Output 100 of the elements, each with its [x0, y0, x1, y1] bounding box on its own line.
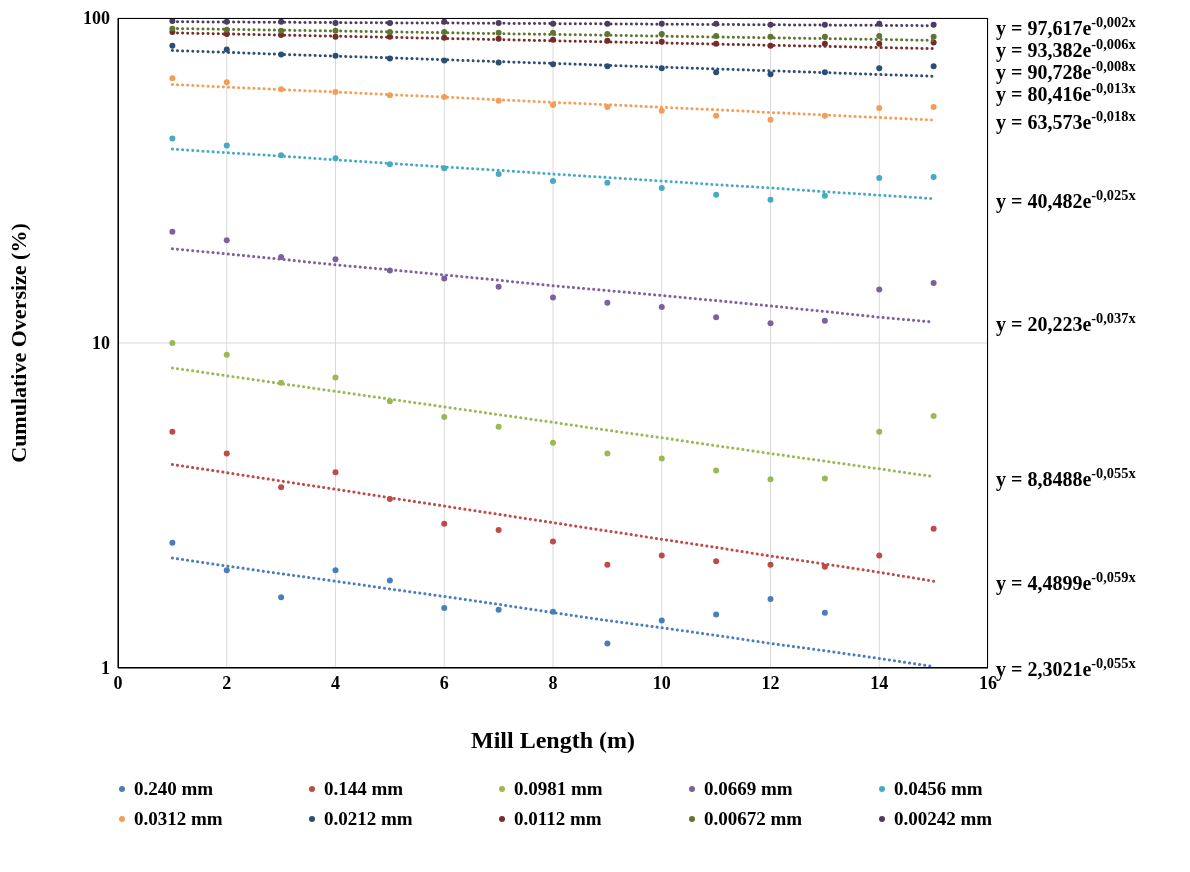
legend-label: 0.240 mm	[134, 778, 214, 799]
point	[223, 237, 230, 244]
point	[821, 40, 828, 47]
point	[550, 294, 556, 301]
point	[604, 179, 611, 186]
point	[713, 69, 720, 76]
x-tick-label: 2	[222, 672, 232, 693]
point	[658, 38, 665, 45]
point	[658, 107, 665, 114]
point	[930, 413, 937, 420]
legend-label: 0.0456 mm	[894, 778, 983, 799]
point	[223, 351, 230, 358]
x-axis-title: Mill Length (m)	[471, 727, 635, 753]
point	[658, 552, 665, 559]
point	[821, 609, 828, 616]
point	[767, 71, 774, 78]
point	[821, 475, 828, 482]
point	[495, 171, 502, 178]
point	[930, 525, 937, 532]
point	[767, 476, 774, 483]
point	[604, 561, 611, 568]
point	[930, 279, 937, 286]
point	[821, 192, 828, 199]
point	[169, 428, 176, 435]
point	[441, 520, 448, 527]
point	[658, 184, 665, 191]
point	[441, 604, 448, 611]
point	[386, 577, 393, 584]
point	[713, 314, 720, 321]
x-tick-label: 0	[113, 672, 123, 693]
point	[767, 320, 774, 327]
x-tick-label: 12	[761, 672, 780, 693]
point	[930, 63, 937, 70]
point	[767, 561, 774, 568]
point	[332, 256, 339, 263]
point	[495, 423, 502, 430]
point	[876, 65, 883, 72]
point	[223, 79, 230, 86]
x-tick-label: 10	[652, 672, 671, 693]
point	[441, 275, 448, 282]
point	[223, 567, 230, 574]
point	[767, 116, 774, 123]
text: y = 40,482e$^{-0,025x}$	[996, 186, 1136, 212]
point	[713, 191, 720, 198]
point	[713, 112, 720, 119]
x-tick-label: 6	[439, 672, 449, 693]
legend-label: 0.0669 mm	[704, 778, 793, 799]
point	[821, 317, 828, 324]
x-tick-label: 14	[870, 672, 889, 693]
point	[876, 104, 883, 111]
point	[713, 32, 720, 39]
y-axis-title: Cumulative Oversize (%)	[5, 223, 31, 463]
legend-label: 0.0312 mm	[134, 808, 223, 829]
legend-label: 0.00242 mm	[894, 808, 993, 829]
point	[767, 596, 774, 603]
point	[713, 558, 720, 565]
point	[930, 104, 937, 111]
point	[876, 428, 883, 435]
point	[930, 33, 937, 40]
point	[713, 611, 720, 618]
point	[550, 439, 556, 446]
point	[223, 142, 230, 149]
point	[876, 286, 883, 293]
point	[278, 484, 285, 491]
point	[930, 174, 937, 181]
point	[821, 563, 828, 570]
text: y = 2,3021e$^{-0,055x}$	[996, 654, 1136, 680]
point	[713, 467, 720, 474]
point	[604, 299, 611, 306]
point	[550, 538, 556, 545]
point	[604, 640, 611, 647]
point	[332, 374, 339, 381]
text: y = 4,4899e$^{-0,059x}$	[996, 569, 1136, 594]
point	[876, 32, 883, 39]
point	[767, 196, 774, 203]
y-tick-label: 100	[83, 8, 110, 29]
line-series	[170, 462, 936, 583]
point	[495, 283, 502, 290]
point	[658, 304, 665, 311]
point	[332, 567, 339, 574]
text: y = 20,223e$^{-0,037x}$	[996, 310, 1136, 335]
point	[495, 606, 502, 613]
point	[658, 617, 665, 624]
point	[441, 414, 448, 420]
point	[550, 178, 556, 185]
legend-label: 0.144 mm	[324, 778, 404, 799]
point	[169, 42, 176, 49]
point	[876, 174, 883, 181]
y-tick-label: 1	[101, 658, 110, 679]
legend-label: 0.0112 mm	[514, 808, 602, 829]
point	[223, 450, 230, 457]
point	[550, 101, 556, 108]
point	[278, 253, 285, 260]
text: y = 8,8488e$^{-0,055x}$	[996, 464, 1136, 490]
point	[495, 526, 502, 533]
point	[169, 340, 176, 346]
point	[332, 469, 339, 476]
point	[876, 552, 883, 559]
point	[169, 228, 176, 235]
point	[169, 539, 176, 546]
